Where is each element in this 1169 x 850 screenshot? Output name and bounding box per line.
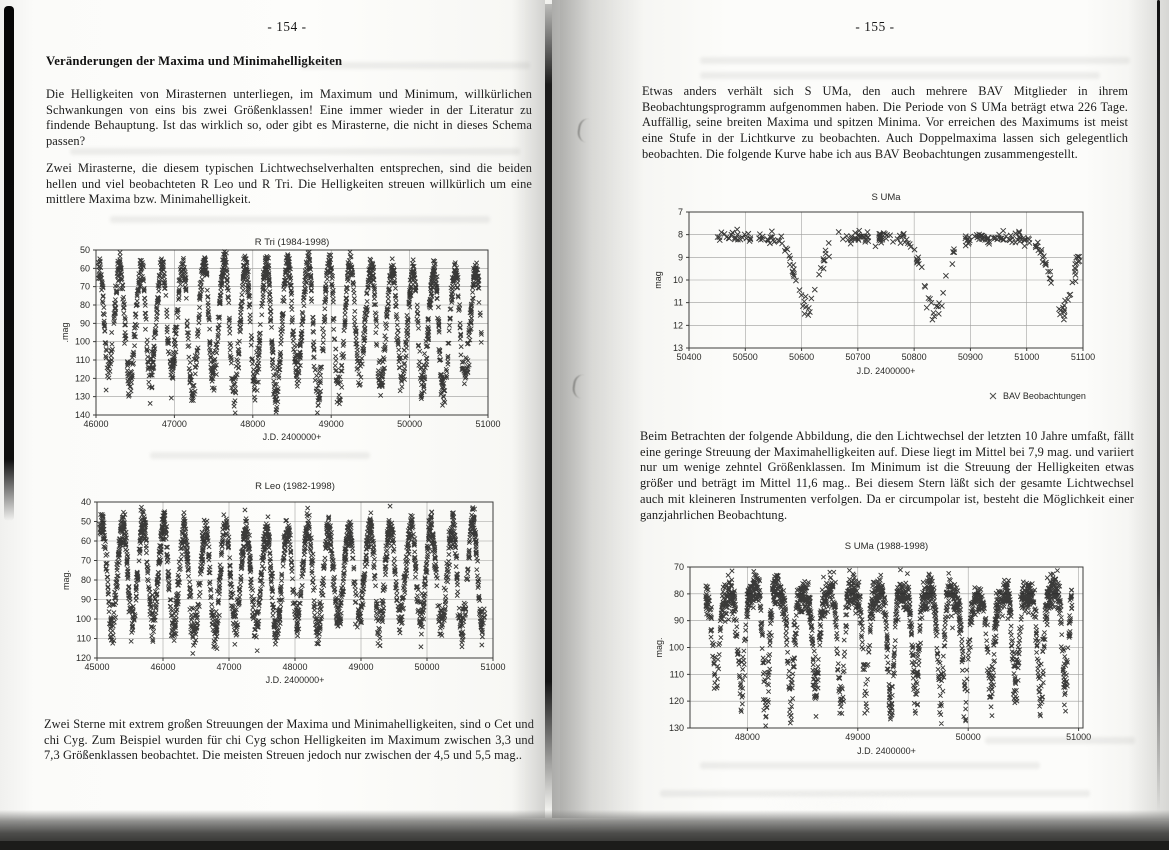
- show-through-streak: [660, 790, 1090, 797]
- right-page-number: - 155 -: [855, 19, 895, 34]
- s-uma-decade-light-curve-chart: [645, 538, 1123, 768]
- show-through-streak: [700, 762, 1040, 769]
- section-heading: Veränderungen der Maxima und Minimahelli…: [46, 54, 343, 68]
- show-through-streak: [110, 216, 490, 223]
- s-uma-light-curve-chart: [645, 188, 1123, 413]
- left-paragraph-3: Zwei Sterne mit extrem großen Streuungen…: [44, 717, 534, 763]
- right-paragraph-2: Beim Betrachten der folgende Abbildung, …: [640, 429, 1134, 522]
- show-through-streak: [150, 452, 370, 459]
- left-page-number: - 154 -: [267, 19, 307, 34]
- show-through-streak: [300, 62, 530, 69]
- left-paragraph-2: Zwei Mirasterne, die diesem typischen Li…: [46, 161, 532, 207]
- show-through-streak: [985, 737, 1135, 744]
- r-leo-light-curve-chart: [60, 480, 520, 694]
- r-tri-light-curve-chart: [60, 236, 520, 450]
- show-through-streak: [700, 72, 1100, 79]
- show-through-streak: [70, 148, 520, 155]
- right-paragraph-1: Etwas anders verhält sich S UMa, den auc…: [642, 84, 1128, 161]
- left-paragraph-1: Die Helligkeiten von Mirasternen unterli…: [46, 87, 532, 149]
- show-through-streak: [700, 57, 1130, 64]
